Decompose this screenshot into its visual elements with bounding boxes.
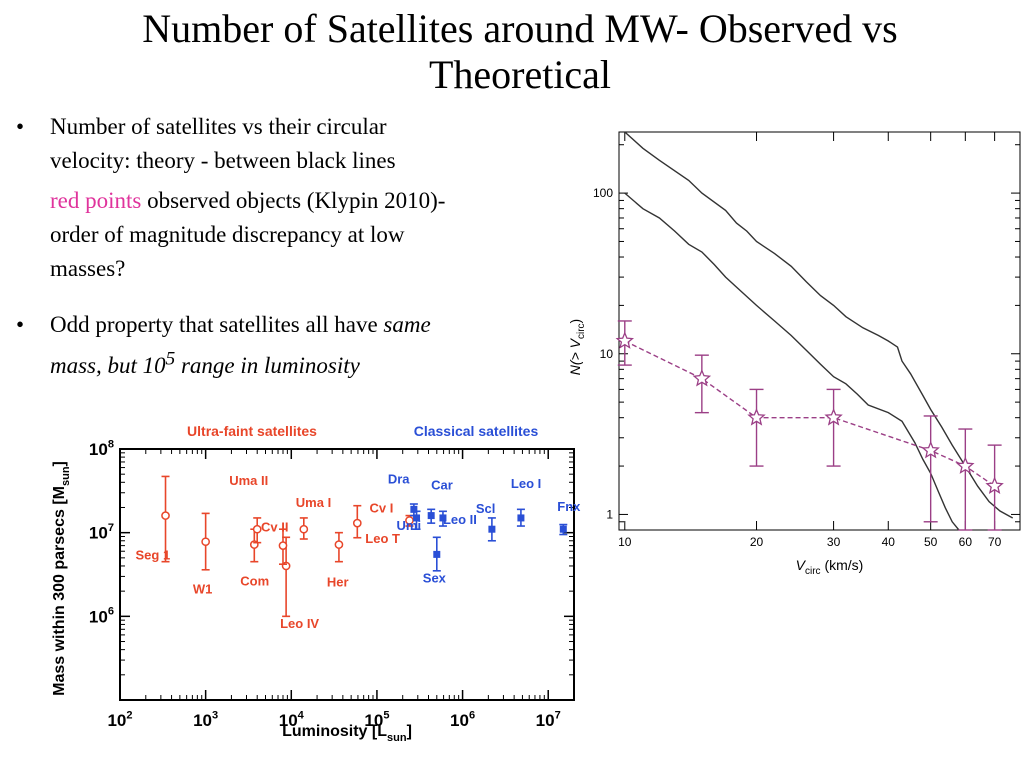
data-point: [985, 476, 1004, 494]
data-point: [517, 514, 525, 522]
point-label: Uma II: [229, 473, 268, 488]
data-point: [488, 525, 496, 533]
point-label: Dra: [388, 471, 410, 486]
y-tick-label: 1: [606, 507, 613, 521]
point-label: Car: [431, 478, 453, 493]
x-tick-label: 20: [750, 535, 764, 549]
data-point: [410, 505, 418, 513]
bullet-item-theory: • Number of satellites vs their circular…: [14, 110, 574, 178]
data-point: [433, 550, 441, 558]
bullet2-line2-a: mass, but 10: [50, 352, 166, 378]
mass-luminosity-chart: 102 103 104 105 106 107 106 107 108 Ultra-faint s…: [51, 423, 581, 744]
bullet2-line1: Odd property that satellites all have: [50, 312, 384, 337]
y-tick-label: 100: [593, 186, 613, 200]
slide-title-line2: Theoretical: [428, 52, 612, 97]
x-axis-label: Luminosity [Lsun]: [282, 723, 412, 744]
red-points-label: red points: [50, 188, 142, 213]
data-point: [615, 331, 635, 349]
x-tick-label: 107: [536, 709, 561, 730]
theory-upper-line: [624, 132, 1014, 519]
x-tick-label: 40: [882, 535, 896, 549]
x-tick-label: 103: [193, 709, 218, 730]
y-axis-label: N(> Vcirc): [567, 319, 587, 375]
point-label: Cv II: [261, 520, 288, 535]
x-axis-label: Vcirc (km/s): [796, 557, 864, 576]
point-label: Seg 1: [136, 548, 171, 563]
data-point: [161, 511, 170, 520]
data-point: [692, 368, 712, 387]
ultra-faint-heading: Ultra-faint satellites: [187, 423, 317, 439]
point-label: Uma I: [296, 495, 331, 510]
plot-area: [624, 132, 1014, 530]
y-tick-label: 106: [89, 606, 114, 627]
data-point: [824, 407, 843, 426]
bullet-continuation: red points observed objects (Klypin 2010…: [14, 184, 574, 286]
point-label: Leo IV: [280, 616, 319, 631]
point-label: Cv I: [369, 500, 393, 515]
data-point: [334, 540, 344, 549]
data-point: [352, 518, 362, 528]
point-label: Com: [240, 574, 269, 589]
bullet1-line2: velocity: theory - between black lines: [50, 148, 396, 173]
plot-frame: [119, 448, 575, 701]
classical-heading: Classical satellites: [414, 423, 539, 439]
data-point: [439, 514, 447, 522]
point-label: Umi: [397, 518, 422, 533]
bullet2-exponent: 5: [165, 348, 176, 369]
bullet2-line2: mass, but 105 range in luminosity: [50, 348, 360, 378]
x-tick-label: 70: [988, 535, 1002, 549]
x-tick-label: 105: [364, 709, 389, 730]
bullet1b-line1: observed objects (Klypin 2010)-: [141, 188, 446, 213]
slide-title: Number of Satellites around MW- Observed…: [70, 6, 970, 98]
bullet1b-line3: masses?: [50, 256, 126, 281]
bullet-item-odd-property: • Odd property that satellites all have …: [14, 308, 574, 383]
point-label: Leo I: [511, 476, 541, 491]
bullet-marker: •: [16, 114, 25, 139]
x-tick-label: 106: [450, 709, 475, 730]
point-label: Leo II: [443, 512, 477, 527]
point-label: W1: [193, 582, 213, 597]
y-tick-label: 108: [89, 438, 114, 459]
x-tick-label: 102: [107, 709, 132, 730]
data-point: [559, 525, 567, 533]
y-tick-label: 10: [600, 347, 614, 361]
theory-lower-line: [624, 192, 960, 530]
data-point: [252, 524, 262, 534]
bullet1b-line2: order of magnitude discrepancy at low: [50, 222, 405, 247]
y-tick-label: 107: [89, 522, 114, 543]
bullet1-line1: Number of satellites vs their circular: [50, 114, 387, 139]
data-point: [956, 456, 975, 474]
point-label: Fnx: [557, 499, 581, 514]
bullet2-line2-b: range in luminosity: [175, 352, 360, 378]
x-tick-label: 30: [827, 535, 841, 549]
data-point: [278, 541, 288, 550]
data-point: [299, 524, 309, 534]
point-label: Her: [327, 575, 349, 590]
data-point: [201, 537, 210, 547]
point-label: Leo T: [365, 531, 400, 546]
bullet2-emphasis: same: [383, 312, 431, 337]
observed-line: [624, 340, 995, 487]
bullet-marker: •: [16, 312, 25, 337]
x-tick-label: 50: [924, 535, 938, 549]
point-label: Scl: [476, 501, 496, 516]
data-point: [413, 514, 421, 522]
velocity-function-chart: 10 20 30 40 50 60 70 1 10 100 Vcirc (km/s) N(> Vcir…: [567, 131, 1021, 576]
y-axis-label: Mass within 300 parsecs [Msun]: [51, 461, 72, 696]
bullet-list: • Number of satellites vs their circular…: [14, 110, 574, 383]
x-tick-label: 60: [959, 535, 973, 549]
slide-title-line1: Number of Satellites around MW- Observed…: [142, 6, 898, 51]
x-tick-label: 10: [618, 535, 632, 549]
data-point: [747, 407, 766, 426]
data-point: [427, 512, 435, 520]
x-tick-label: 104: [279, 709, 305, 730]
point-label: Sex: [423, 570, 447, 585]
data-point: [921, 440, 940, 459]
plot-frame: [618, 131, 1021, 531]
